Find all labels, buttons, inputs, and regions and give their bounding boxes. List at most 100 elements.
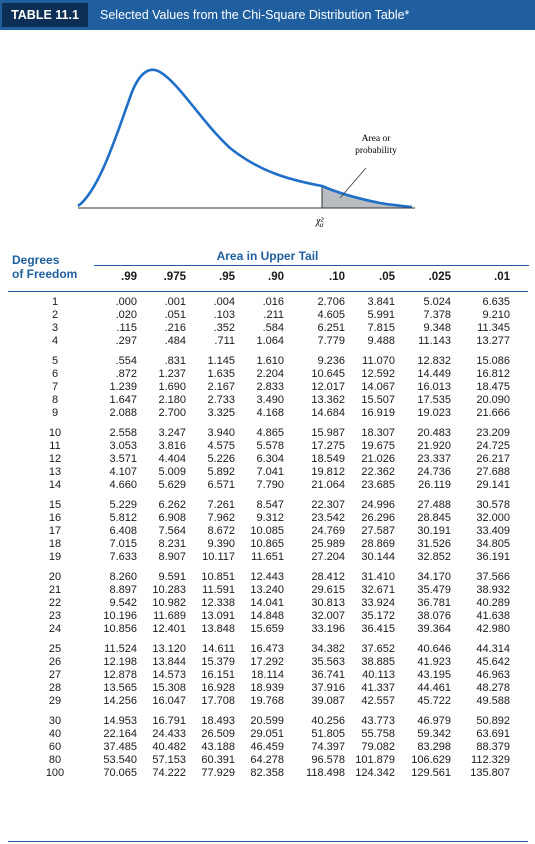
value-cell: 23.542: [311, 512, 345, 524]
value-cell: 29.141: [476, 479, 510, 491]
value-cell: 2.204: [256, 368, 284, 380]
value-cell: 17.535: [417, 394, 451, 406]
value-cell: 6.262: [158, 499, 186, 511]
value-cell: 48.278: [476, 682, 510, 694]
value-cell: 26.509: [201, 728, 235, 740]
value-cell: 30.578: [476, 499, 510, 511]
value-cell: 26.119: [418, 479, 451, 491]
table-row: 13 4.107 5.009 5.892 7.041 19.812 22.362 24.736…: [0, 466, 535, 479]
value-cell: 42.557: [361, 695, 395, 707]
degrees-of-freedom-cell: 40: [48, 728, 62, 740]
value-cell: 77.929: [201, 767, 235, 779]
value-cell: 53.540: [103, 754, 137, 766]
table-row: 30 14.953 16.791 18.493 20.599 40.256 43.773 46…: [0, 715, 535, 728]
value-cell: 36.191: [476, 551, 510, 563]
table-row: 28 13.565 15.308 16.928 18.939 37.916 41.337 44…: [0, 682, 535, 695]
table-number-tag: TABLE 11.1: [2, 3, 88, 27]
row-group: 10 2.558 3.247 3.940 4.865 15.987 18.307 20.483…: [0, 427, 535, 492]
degrees-of-freedom-cell: 6: [51, 368, 59, 380]
degrees-of-freedom-cell: 27: [48, 669, 62, 681]
table-row: 80 53.540 57.153 60.391 64.278 96.578 101.879 1…: [0, 754, 535, 767]
value-cell: 83.298: [417, 741, 451, 753]
value-cell: 37.652: [361, 643, 395, 655]
value-cell: 17.275: [311, 440, 345, 452]
degrees-of-freedom-cell: 26: [48, 656, 62, 668]
value-cell: .584: [262, 322, 284, 334]
value-cell: 3.490: [256, 394, 284, 406]
value-cell: 33.924: [361, 597, 395, 609]
table-row: 15 5.229 6.262 7.261 8.547 22.307 24.996 27.488…: [0, 499, 535, 512]
row-group: 20 8.260 9.591 10.851 12.443 28.412 31.410 34.1…: [0, 571, 535, 636]
degrees-of-freedom-cell: 11: [49, 440, 61, 452]
table-row: 11 3.053 3.816 4.575 5.578 17.275 19.675 21.920…: [0, 440, 535, 453]
value-cell: 43.773: [361, 715, 395, 727]
table-row: 17 6.408 7.564 8.672 10.085 24.769 27.587 30.19…: [0, 525, 535, 538]
value-cell: 7.261: [207, 499, 235, 511]
value-cell: 4.660: [109, 479, 137, 491]
value-cell: 74.222: [152, 767, 186, 779]
value-cell: 13.120: [152, 643, 186, 655]
degrees-of-freedom-cell: 9: [51, 407, 59, 419]
value-cell: 124.342: [355, 767, 395, 779]
value-cell: 32.671: [361, 584, 395, 596]
value-cell: 35.172: [361, 610, 395, 622]
value-cell: 20.090: [476, 394, 510, 406]
value-cell: 29.051: [250, 728, 284, 740]
value-cell: 15.308: [152, 682, 186, 694]
table-row: 6 .872 1.237 1.635 2.204 10.645 12.592 14.449 16…: [0, 368, 535, 381]
column-header: .95: [219, 271, 235, 283]
value-cell: 12.338: [201, 597, 235, 609]
column-header: .99: [121, 271, 137, 283]
value-cell: 8.231: [158, 538, 186, 550]
value-cell: .484: [164, 335, 186, 347]
column-header: .90: [268, 271, 284, 283]
table-row: 29 14.256 16.047 17.708 19.768 39.087 42.557 45…: [0, 695, 535, 708]
value-cell: 39.087: [311, 695, 345, 707]
value-cell: 30.813: [311, 597, 345, 609]
table-row: 19 7.633 8.907 10.117 11.651 27.204 30.144 32.8…: [0, 551, 535, 564]
annotation-line-1: Area or: [362, 134, 392, 144]
value-cell: .831: [164, 355, 186, 367]
table-row: 7 1.239 1.690 2.167 2.833 12.017 14.067 16.013 1…: [0, 381, 535, 394]
chi-square-table-body: 1.000.001.004.016 2.706 3.841 5.024 6.635 2.0…: [0, 296, 535, 787]
value-cell: 6.635: [482, 296, 510, 308]
degrees-of-freedom-cell: 3: [51, 322, 59, 334]
dof-label-line1: Degrees: [12, 253, 60, 267]
value-cell: 40.113: [362, 669, 395, 681]
degrees-of-freedom-cell: 21: [48, 584, 62, 596]
column-header: .01: [494, 271, 510, 283]
value-cell: 10.117: [202, 551, 235, 563]
value-cell: 5.812: [109, 512, 137, 524]
value-cell: 13.848: [201, 623, 235, 635]
value-cell: 11.689: [153, 610, 186, 622]
value-cell: 118.498: [306, 767, 345, 779]
degrees-of-freedom-cell: 15: [48, 499, 62, 511]
column-header: .975: [163, 271, 186, 283]
value-cell: 14.953: [103, 715, 137, 727]
value-cell: 4.107: [109, 466, 137, 478]
value-cell: 14.684: [311, 407, 345, 419]
upper-tail-shaded-area: [322, 186, 412, 208]
value-cell: 21.026: [361, 453, 395, 465]
value-cell: 22.362: [361, 466, 395, 478]
value-cell: 5.892: [207, 466, 235, 478]
value-cell: 18.307: [361, 427, 395, 439]
value-cell: 35.479: [417, 584, 451, 596]
value-cell: 21.064: [311, 479, 345, 491]
value-cell: 27.204: [311, 551, 345, 563]
dof-label-line2: of Freedom: [12, 267, 78, 281]
value-cell: 15.379: [201, 656, 235, 668]
value-cell: .020: [115, 309, 137, 321]
value-cell: 49.588: [476, 695, 510, 707]
value-cell: 11.591: [202, 584, 235, 596]
value-cell: 15.507: [361, 394, 395, 406]
value-cell: 34.170: [417, 571, 451, 583]
value-cell: 23.685: [361, 479, 395, 491]
value-cell: 14.449: [417, 368, 451, 380]
value-cell: 24.433: [152, 728, 186, 740]
value-cell: 30.144: [361, 551, 395, 563]
degrees-of-freedom-cell: 20: [48, 571, 62, 583]
value-cell: .872: [115, 368, 137, 380]
value-cell: 27.488: [417, 499, 451, 511]
table-row: 18 7.015 8.231 9.390 10.865 25.989 28.869 31.52…: [0, 538, 535, 551]
